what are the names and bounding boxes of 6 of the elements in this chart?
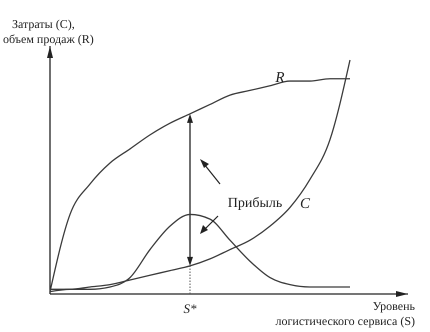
x-axis-title: Уровень логистического сервиса (S) bbox=[275, 299, 416, 328]
annotation: Прибыль bbox=[228, 196, 282, 211]
y-axis-title: Затраты (C), объем продаж (R) bbox=[3, 17, 94, 46]
text: S* bbox=[184, 301, 197, 316]
series-label: C bbox=[300, 196, 311, 212]
series-label: R bbox=[274, 70, 285, 86]
